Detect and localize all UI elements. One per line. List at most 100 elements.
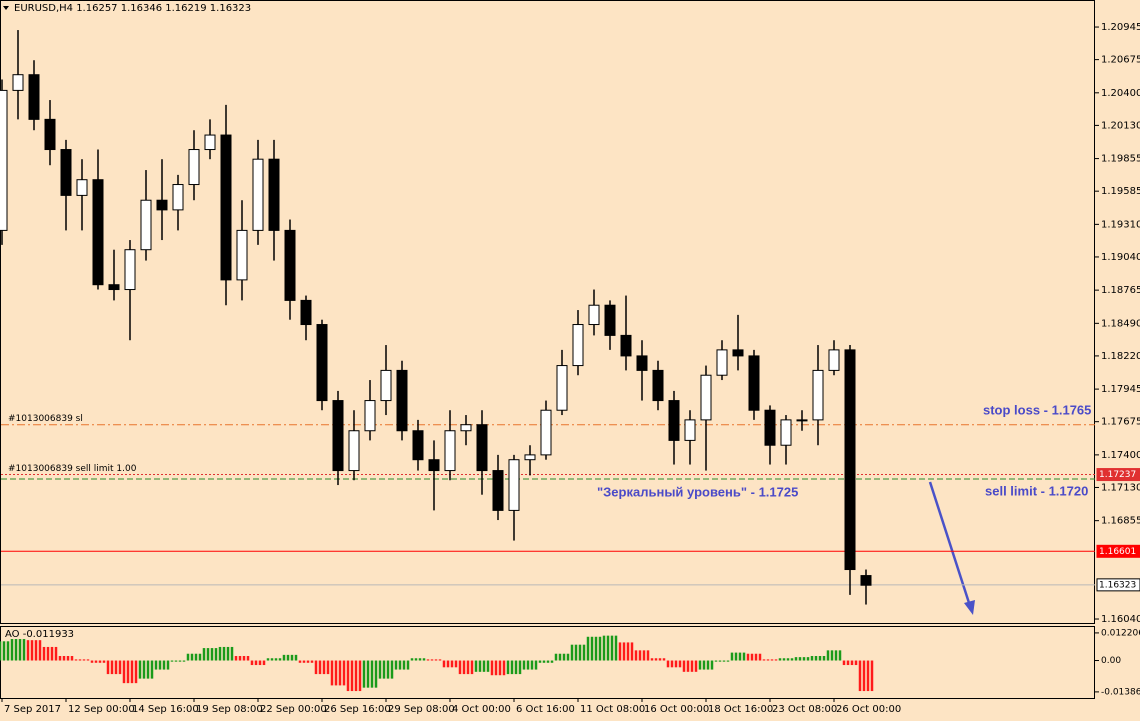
y-tick-label: 1.17400 <box>1101 450 1140 461</box>
candle-body <box>492 470 504 511</box>
x-tick-label: 12 Sep 00:00 <box>68 704 135 715</box>
level-label: #1013006839 sell limit 1.00 <box>8 464 137 474</box>
price-box <box>1096 468 1140 482</box>
candle-body <box>764 409 776 446</box>
candle-body <box>572 324 584 367</box>
price-box <box>1096 578 1140 592</box>
candle-body <box>428 459 440 472</box>
main-panel-border <box>0 0 1095 624</box>
x-tick-label: 4 Oct 00:00 <box>452 704 511 715</box>
candle-body <box>124 249 136 291</box>
candle-body <box>60 149 72 196</box>
candle-body <box>76 179 88 196</box>
candle-body <box>444 430 456 472</box>
candle-body <box>540 409 552 456</box>
candle-body <box>236 229 248 281</box>
candle-body <box>300 299 312 326</box>
candle-body <box>652 369 664 402</box>
candle-body <box>796 419 808 422</box>
candle-body <box>812 369 824 421</box>
ao-header: AO -0.011933 <box>5 629 74 640</box>
candle-body <box>620 334 632 357</box>
y-tick-label: 1.20400 <box>1101 88 1140 99</box>
price-box-label: 1.16601 <box>1099 547 1136 557</box>
x-tick-label: 16 Oct 00:00 <box>644 704 709 715</box>
candle-body <box>684 419 696 441</box>
y-tick-label: 1.19310 <box>1101 219 1140 230</box>
candle-body <box>588 304 600 326</box>
y-tick-label: 1.20130 <box>1101 120 1140 131</box>
y-tick-label: 1.18490 <box>1101 318 1140 329</box>
candle-body <box>716 349 728 376</box>
annotation: "Зеркальный уровень" - 1.1725 <box>597 484 798 499</box>
candle-body <box>44 118 56 151</box>
candle-body <box>156 199 168 211</box>
y-tick-label: 1.17945 <box>1101 384 1140 395</box>
candle-body <box>780 419 792 446</box>
candle-body <box>524 454 536 461</box>
candle-body <box>0 89 8 231</box>
y-tick-label: 0.00 <box>1101 656 1121 666</box>
candle-body <box>396 369 408 432</box>
candle-body <box>828 349 840 371</box>
x-tick-label: 11 Oct 08:00 <box>580 704 645 715</box>
candle-body <box>220 134 232 281</box>
x-tick-label: 19 Sep 08:00 <box>196 704 263 715</box>
candle-body <box>348 430 360 472</box>
candle-body <box>748 355 760 411</box>
price-box-label: 1.16323 <box>1099 580 1136 590</box>
annotation: stop loss - 1.1765 <box>983 402 1091 417</box>
candle-body <box>700 374 712 421</box>
candle-body <box>28 74 40 120</box>
candle-body <box>668 400 680 441</box>
y-tick-label: -0.013869 <box>1101 687 1140 697</box>
price-box <box>1096 544 1140 558</box>
y-tick-label: 1.17675 <box>1101 417 1140 428</box>
y-tick-label: 1.20675 <box>1101 55 1140 66</box>
candle-body <box>316 324 328 402</box>
y-tick-label: 1.18765 <box>1101 285 1140 296</box>
price-box-label: 1.17237 <box>1099 470 1136 480</box>
y-tick-label: 1.20945 <box>1101 22 1140 33</box>
candle-body <box>364 400 376 432</box>
x-tick-label: 23 Oct 08:00 <box>772 704 837 715</box>
candle-body <box>140 199 152 251</box>
y-tick-label: 1.18220 <box>1101 351 1140 362</box>
candle-body <box>284 229 296 301</box>
x-tick-label: 26 Oct 00:00 <box>836 704 901 715</box>
y-tick-label: 1.16040 <box>1101 614 1140 625</box>
candle-body <box>556 365 568 411</box>
candle-body <box>204 134 216 151</box>
candle-body <box>172 184 184 211</box>
y-tick-label: 1.17130 <box>1101 482 1140 493</box>
candle-body <box>332 400 344 472</box>
candle-body <box>460 424 472 432</box>
y-tick-label: 1.19855 <box>1101 154 1140 165</box>
candle-body <box>380 369 392 402</box>
y-tick-label: 1.19585 <box>1101 186 1140 197</box>
x-tick-label: 29 Sep 08:00 <box>388 704 455 715</box>
candle-body <box>252 158 264 231</box>
annotation: sell limit - 1.1720 <box>985 483 1088 498</box>
candle-body <box>188 149 200 186</box>
x-tick-label: 6 Oct 16:00 <box>516 704 575 715</box>
candle-body <box>732 349 744 357</box>
x-tick-label: 14 Sep 16:00 <box>132 704 199 715</box>
candle-body <box>92 179 104 286</box>
candle-body <box>860 575 872 586</box>
level-label: #1013006839 sl <box>8 414 83 424</box>
arrow-head <box>964 600 975 615</box>
y-tick-label: 1.19040 <box>1101 252 1140 263</box>
menu-triangle <box>3 6 9 10</box>
candle-body <box>476 424 488 472</box>
candle-body <box>412 430 424 461</box>
y-tick-label: 0.012206 <box>1101 628 1140 638</box>
candle-body <box>636 355 648 371</box>
candle-body <box>108 284 120 291</box>
candle-body <box>844 349 856 571</box>
x-tick-label: 22 Sep 00:00 <box>260 704 327 715</box>
candle-body <box>508 459 520 511</box>
candle-body <box>604 304 616 336</box>
